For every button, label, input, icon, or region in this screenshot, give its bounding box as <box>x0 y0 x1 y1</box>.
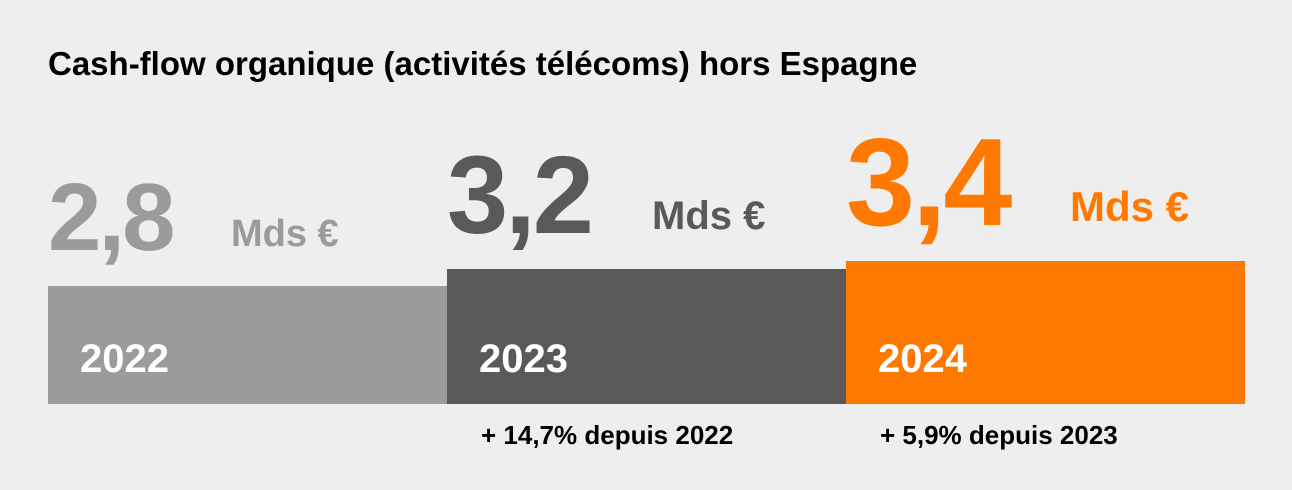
unit-label-2024: Mds € <box>1070 183 1189 230</box>
bar-year-label-2023: 2023 <box>479 337 568 381</box>
bar-2024 <box>846 261 1245 404</box>
value-label-2023: 3,2 <box>447 134 591 257</box>
growth-label-2023: + 14,7% depuis 2022 <box>481 420 733 450</box>
bars-group: 2022 2,8 Mds € 2023 3,2 Mds € + 14,7% depuis 2… <box>48 114 1245 450</box>
bar-year-label-2024: 2024 <box>878 337 968 381</box>
unit-label-2023: Mds € <box>652 194 765 238</box>
bar-2022 <box>48 286 447 404</box>
value-label-2022: 2,8 <box>48 164 173 271</box>
bar-year-label-2022: 2022 <box>80 337 169 381</box>
growth-label-2024: + 5,9% depuis 2023 <box>880 420 1118 450</box>
value-label-2024: 3,4 <box>846 114 1012 252</box>
chart-title: Cash-flow organique (activités télécoms)… <box>48 45 917 82</box>
unit-label-2022: Mds € <box>231 213 339 255</box>
bar-2023 <box>447 269 846 404</box>
